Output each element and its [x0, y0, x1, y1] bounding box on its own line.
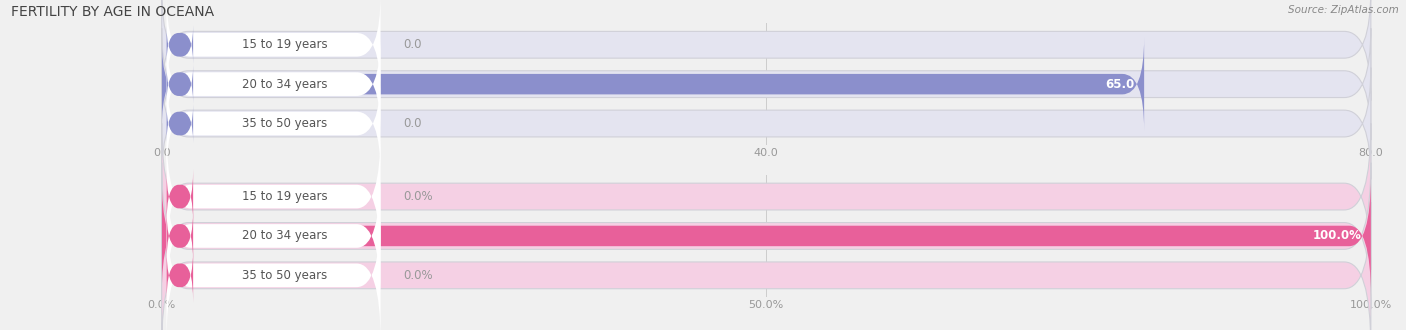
- FancyBboxPatch shape: [162, 163, 1371, 309]
- Text: 15 to 19 years: 15 to 19 years: [242, 190, 328, 203]
- Text: 20 to 34 years: 20 to 34 years: [242, 229, 328, 243]
- FancyBboxPatch shape: [162, 38, 1144, 131]
- FancyBboxPatch shape: [162, 123, 1371, 270]
- Text: 0.0%: 0.0%: [404, 190, 433, 203]
- FancyBboxPatch shape: [166, 209, 193, 263]
- FancyBboxPatch shape: [162, 0, 1371, 101]
- Text: 35 to 50 years: 35 to 50 years: [242, 117, 328, 130]
- FancyBboxPatch shape: [162, 68, 1371, 180]
- FancyBboxPatch shape: [166, 34, 381, 135]
- Text: 65.0: 65.0: [1105, 78, 1135, 91]
- FancyBboxPatch shape: [166, 104, 193, 143]
- FancyBboxPatch shape: [166, 0, 381, 95]
- Text: Source: ZipAtlas.com: Source: ZipAtlas.com: [1288, 5, 1399, 15]
- Text: 0.0: 0.0: [404, 38, 422, 51]
- FancyBboxPatch shape: [166, 73, 381, 174]
- FancyBboxPatch shape: [166, 25, 193, 64]
- FancyBboxPatch shape: [166, 169, 193, 224]
- FancyBboxPatch shape: [162, 202, 1371, 330]
- Text: 0.0%: 0.0%: [404, 269, 433, 282]
- Text: 20 to 34 years: 20 to 34 years: [242, 78, 328, 91]
- FancyBboxPatch shape: [166, 248, 193, 303]
- FancyBboxPatch shape: [166, 65, 193, 104]
- Text: 15 to 19 years: 15 to 19 years: [242, 38, 328, 51]
- FancyBboxPatch shape: [166, 170, 381, 302]
- Text: 0.0: 0.0: [404, 117, 422, 130]
- FancyBboxPatch shape: [166, 130, 381, 263]
- Text: FERTILITY BY AGE IN OCEANA: FERTILITY BY AGE IN OCEANA: [11, 5, 214, 19]
- FancyBboxPatch shape: [166, 209, 381, 330]
- FancyBboxPatch shape: [162, 175, 1371, 297]
- FancyBboxPatch shape: [162, 28, 1371, 140]
- Text: 100.0%: 100.0%: [1312, 229, 1361, 243]
- Text: 35 to 50 years: 35 to 50 years: [242, 269, 328, 282]
